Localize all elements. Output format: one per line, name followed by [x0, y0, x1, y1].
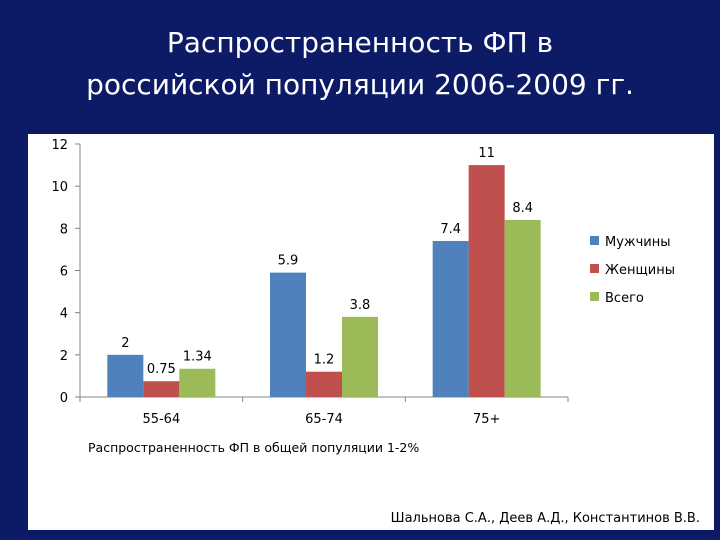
legend-swatch [590, 292, 599, 301]
title-line-2: российской популяции 2006-2009 гг. [86, 68, 634, 101]
bar-Всего-75+ [504, 219, 541, 397]
legend-swatch [590, 264, 599, 273]
bar-Мужчины-75+ [432, 240, 469, 397]
y-tick-label: 8 [60, 222, 68, 237]
bar-Женщины-65-74 [306, 371, 342, 397]
y-tick-label: 0 [60, 391, 68, 406]
legend-label: Мужчины [605, 235, 671, 250]
authors-text: Шальнова С.А., Деев А.Д., Константинов В… [391, 511, 700, 526]
legend-label: Всего [605, 291, 644, 306]
data-label: 0.75 [147, 362, 176, 377]
bar-chart: 0 2 4 6 8 10 12 55-64 65-74 75+ 2 0.75 1.34 5.9 1.2 3.… [51, 138, 700, 526]
data-label: 2 [121, 336, 129, 351]
x-tick-label: 55-64 [142, 412, 180, 427]
legend-swatch [590, 236, 599, 245]
data-label: 1.34 [183, 350, 212, 365]
data-label: 3.8 [350, 298, 371, 313]
slide-title: Распространенность ФП в российской попул… [0, 22, 720, 106]
bar-Всего-65-74 [342, 316, 378, 397]
bar-Мужчины-65-74 [270, 272, 306, 397]
x-tick-label: 65-74 [305, 412, 343, 427]
chart-area: 0 2 4 6 8 10 12 55-64 65-74 75+ 2 0.75 1.34 5.9 1.2 3.… [28, 134, 714, 530]
bar-Женщины-75+ [468, 165, 505, 397]
footnote-text: Распространенность ФП в общей популяции … [88, 440, 419, 455]
data-label: 1.2 [314, 353, 335, 368]
y-tick-label: 2 [60, 349, 68, 364]
legend-label: Женщины [605, 263, 675, 278]
x-tick-label: 75+ [473, 412, 500, 427]
bar-Мужчины-55-64 [107, 354, 144, 397]
y-tick-label: 10 [51, 180, 68, 195]
data-label: 7.4 [440, 222, 461, 237]
title-line-1: Распространенность ФП в [166, 26, 554, 59]
y-tick-label: 12 [51, 138, 68, 153]
bar-Всего-55-64 [179, 368, 216, 397]
y-tick-label: 4 [60, 307, 68, 322]
data-label: 11 [478, 146, 495, 161]
y-tick-label: 6 [60, 265, 68, 280]
data-label: 8.4 [512, 201, 533, 216]
data-label: 5.9 [278, 254, 299, 269]
bar-Женщины-55-64 [143, 381, 180, 397]
